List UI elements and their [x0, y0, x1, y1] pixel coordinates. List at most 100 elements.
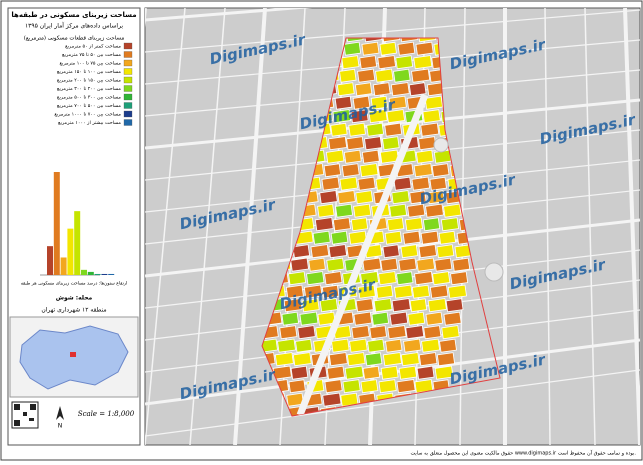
block: [443, 311, 462, 326]
block: [420, 230, 439, 245]
block: [402, 230, 421, 245]
legend-label: مساحت کمتر از ۵۰ مترمربع: [65, 44, 121, 50]
block: [404, 217, 424, 232]
block: [423, 325, 442, 340]
subtitle: براساس داده‌های مرکز آمار ایران ۱۳۹۵: [25, 21, 123, 30]
block: [443, 203, 462, 218]
legend-label: مساحت بین ۵۰۰ تا ۷۰۰ مترمربع: [57, 103, 122, 109]
road: [623, 8, 640, 445]
block: [411, 68, 431, 83]
block: [434, 257, 453, 272]
block: [440, 217, 460, 232]
block: [398, 257, 417, 272]
square: [433, 137, 449, 153]
histogram-bar: [60, 257, 67, 275]
block: [328, 244, 348, 259]
scale: Scale = 1:8,000: [78, 410, 135, 418]
block: [326, 257, 345, 272]
block: [425, 203, 444, 218]
block: [341, 163, 360, 178]
block: [391, 190, 410, 205]
block: [387, 325, 407, 340]
block: [361, 149, 380, 164]
block: [393, 176, 412, 191]
histogram-bar: [74, 211, 81, 275]
block: [336, 82, 355, 97]
block: [413, 55, 433, 70]
block: [292, 352, 312, 367]
block: [450, 271, 469, 286]
block: [389, 203, 408, 218]
block: [397, 41, 416, 56]
qr-code: [11, 401, 39, 429]
block: [303, 284, 323, 299]
block: [317, 203, 335, 218]
road: [233, 8, 267, 445]
title: مساحت زیربنای مسکونی در طبقه‌ها: [11, 11, 136, 19]
legend-swatch: [123, 102, 133, 109]
block: [288, 379, 306, 394]
block: [438, 230, 456, 245]
block: [432, 271, 451, 286]
block: [415, 41, 434, 56]
block: [321, 176, 340, 191]
block: [421, 338, 441, 353]
block: [369, 325, 387, 340]
block: [375, 68, 394, 83]
block: [362, 257, 382, 272]
block: [343, 149, 362, 164]
block: [429, 284, 449, 299]
legend-label: مساحت بیشتر از ۱۰۰۰ مترمربع: [58, 120, 121, 126]
block: [301, 298, 320, 313]
block: [384, 122, 403, 137]
block: [324, 271, 343, 286]
road: [544, 8, 551, 445]
block: [418, 244, 437, 259]
block: [331, 338, 350, 353]
locator-subtitle: منطقه ۱۲ شهرداری تهران: [41, 307, 106, 314]
block: [447, 284, 467, 299]
block: [322, 392, 342, 407]
block: [441, 325, 460, 340]
block: [351, 325, 370, 340]
legend-swatch: [123, 93, 133, 101]
legend-title: مساحت زیربنای قطعات مسکونی (مترمربع): [24, 35, 125, 42]
block: [382, 136, 400, 151]
legend-label: مساحت بین ۷۰۰ تا ۱۰۰۰ مترمربع: [54, 112, 121, 118]
block: [411, 284, 430, 299]
block: [360, 271, 380, 286]
legend-label: مساحت بین ۳۰۰ تا ۵۰۰ مترمربع: [57, 95, 122, 101]
histogram-bar: [101, 273, 108, 275]
block: [310, 244, 330, 259]
block: [359, 163, 379, 178]
block: [400, 244, 419, 259]
block: [413, 163, 433, 178]
block: [384, 230, 403, 245]
block: [385, 338, 403, 353]
road: [145, 9, 640, 53]
block: [285, 284, 304, 299]
road: [584, 8, 596, 445]
legend-swatch: [123, 110, 133, 118]
block: [355, 190, 374, 205]
block: [339, 176, 358, 191]
block: [321, 284, 340, 299]
block: [357, 284, 376, 299]
block: [362, 365, 381, 380]
block: [328, 352, 348, 367]
block: [350, 217, 369, 232]
block: [370, 95, 389, 110]
block: [342, 379, 361, 394]
block: [403, 338, 422, 353]
locator-title: محله: شوش: [56, 295, 93, 302]
chart-caption: ارتفاع ستون‌ها: درصد مساحت زیربنای مسکون…: [21, 281, 128, 287]
block: [361, 41, 380, 56]
block: [393, 284, 413, 299]
legend-label: مساحت بین ۵۰ تا ۷۵ مترمربع: [62, 52, 121, 58]
block: [332, 109, 352, 124]
block: [396, 271, 414, 286]
block: [375, 284, 394, 299]
block: [427, 190, 445, 205]
block: [359, 55, 378, 70]
